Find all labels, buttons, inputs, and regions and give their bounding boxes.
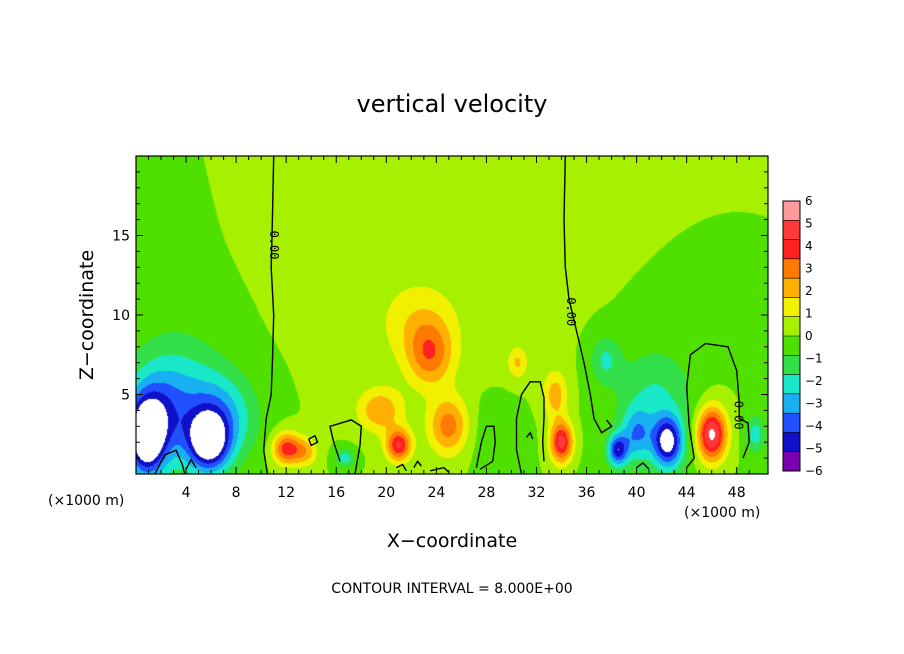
colorbar-label: −5 (805, 442, 823, 456)
x-tick-label: 28 (478, 485, 496, 501)
colorbar-label: 2 (805, 284, 813, 298)
colorbar-swatch (783, 432, 800, 453)
colorbar-swatch (783, 355, 800, 375)
colorbar-swatch (783, 239, 800, 260)
colorbar-swatch (783, 278, 800, 298)
contour-label: 0.00 (731, 401, 745, 430)
zero-contour-line (262, 156, 275, 474)
zero-contour-line (154, 449, 186, 474)
zero-contour-line (563, 156, 613, 434)
zero-contour-line (329, 419, 363, 474)
y-axis-ticks: 5 10 15 (112, 171, 768, 459)
x-tick-label: 24 (427, 485, 445, 501)
y-axis-label: Z−coordinate (76, 250, 98, 380)
colorbar-swatch (783, 316, 800, 337)
colorbar-label: 3 (805, 262, 813, 276)
contour-interval-note: CONTOUR INTERVAL = 8.000E+00 (331, 581, 572, 597)
zero-contour-line (515, 381, 545, 474)
contour-labels: 0.00 0.00 0.00 (267, 231, 745, 430)
colorbar-swatch (783, 201, 800, 221)
zero-contour-line (185, 458, 197, 470)
zero-contour-line (413, 460, 422, 468)
x-tick-label: 36 (578, 485, 596, 501)
x-tick-label: 44 (678, 485, 696, 501)
x-unit-label-right: (×1000 m) (684, 505, 760, 521)
x-axis-label: X−coordinate (387, 530, 517, 552)
colorbar-label: −3 (805, 397, 823, 411)
chart-title: vertical velocity (357, 90, 548, 118)
colorbar-swatch (783, 374, 800, 395)
colorbar-label: 5 (805, 217, 813, 231)
x-tick-label: 48 (728, 485, 746, 501)
contour-label: 0.00 (564, 297, 578, 326)
zero-contour-line (308, 434, 319, 447)
colorbar-label: 4 (805, 239, 813, 253)
x-unit-label-left: (×1000 m) (48, 493, 124, 509)
zero-contour-line (429, 466, 450, 473)
heatmap-canvas (136, 156, 768, 474)
x-tick-label: 16 (327, 485, 345, 501)
colorbar-label: 0 (805, 329, 813, 343)
zero-contours (154, 156, 750, 474)
colorbar-swatch (783, 451, 800, 472)
y-tick-label: 5 (121, 388, 130, 404)
zero-contour-line (395, 463, 407, 472)
zero-contour-line (685, 342, 750, 469)
colorbar-label: 6 (805, 194, 813, 208)
colorbar-swatch (783, 393, 800, 414)
colorbar-label: −2 (805, 374, 823, 388)
colorbar-swatch (783, 413, 800, 433)
x-tick-label: 40 (628, 485, 646, 501)
colorbar-swatch (783, 297, 800, 318)
y-tick-label: 15 (112, 229, 130, 245)
x-tick-label: 32 (528, 485, 546, 501)
colorbar-swatch (783, 258, 800, 279)
colorbar-label: 1 (805, 307, 813, 321)
zero-contour-line (636, 461, 650, 470)
x-tick-label: 8 (232, 485, 241, 501)
x-tick-label: 20 (377, 485, 395, 501)
colorbar-label: −4 (805, 419, 823, 433)
colorbar-swatch (783, 336, 800, 356)
contour-label: 0.00 (267, 231, 281, 260)
colorbar-label: −6 (805, 464, 823, 478)
zero-contour-line (525, 431, 534, 440)
y-tick-label: 10 (112, 308, 130, 324)
x-axis-ticks: 4 8 12 16 20 24 28 32 36 40 44 48 (148, 156, 750, 501)
colorbar: 6 5 4 3 2 1 0 −1 −2 −3 −4 −5 −6 (782, 194, 823, 478)
colorbar-label: −1 (805, 352, 823, 366)
zero-contour-line (475, 425, 496, 470)
x-tick-label: 12 (277, 485, 295, 501)
x-tick-label: 4 (182, 485, 191, 501)
colorbar-swatch (783, 220, 800, 240)
heatmap-field (136, 156, 768, 474)
